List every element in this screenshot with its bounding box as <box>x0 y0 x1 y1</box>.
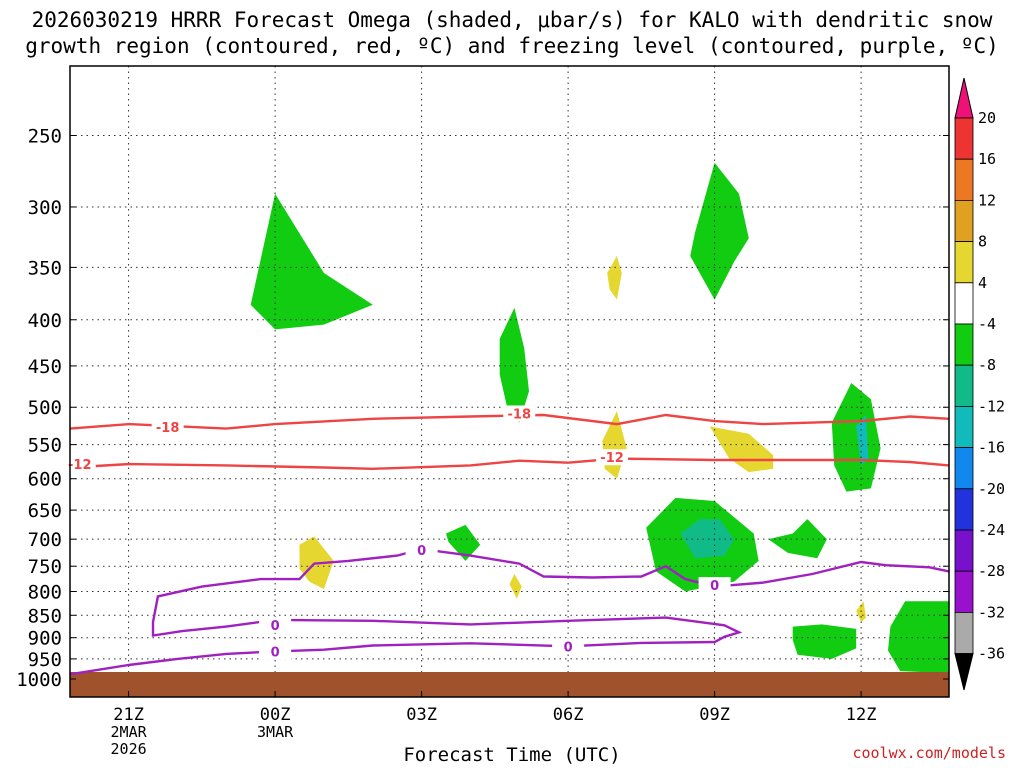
ytick-label-900: 900 <box>28 628 62 650</box>
colorbar-label-13: -36 <box>978 645 1005 663</box>
contour-label-bg--18-0 <box>151 419 184 436</box>
ytick-label-450: 450 <box>28 356 62 378</box>
colorbar-label-2: 12 <box>978 191 996 209</box>
omega-region-0 <box>250 193 373 330</box>
omega-region-14 <box>768 519 827 559</box>
ytick-label-700: 700 <box>28 529 62 551</box>
ytick-label-600: 600 <box>28 469 62 491</box>
ytick-label-300: 300 <box>28 197 62 219</box>
colorbar-label-4: 4 <box>978 274 987 292</box>
omega-region-2 <box>499 307 529 423</box>
contour-label-bg-0-2 <box>405 542 438 559</box>
ytick-label-650: 650 <box>28 500 62 522</box>
colorbar-swatch-2 <box>954 158 974 201</box>
title-line-2: growth region (contoured, red, ºC) and f… <box>25 34 999 58</box>
ground-terrain <box>70 672 949 697</box>
contour-label-bg--12-1 <box>596 449 629 466</box>
xtick-sub2-21Z: 2026 <box>111 740 147 758</box>
ytick-label-400: 400 <box>28 310 62 332</box>
xtick-label-21Z: 21Z <box>113 705 144 725</box>
colorbar-label-7: -12 <box>978 397 1005 415</box>
xtick-label-03Z: 03Z <box>406 705 437 725</box>
colorbar-swatch-8 <box>954 405 974 448</box>
omega-region-13 <box>680 519 735 559</box>
omega-region-5 <box>709 426 774 473</box>
colorbar-swatch-7 <box>954 364 974 407</box>
colorbar-label-10: -24 <box>978 521 1005 539</box>
xtick-sub1-00Z: 3MAR <box>257 723 294 741</box>
contour-label-bg--12-0 <box>63 456 96 473</box>
ytick-label-950: 950 <box>28 649 62 671</box>
contour-label-0-2: 0 <box>417 544 426 559</box>
title-line-1: 2026030219 HRRR Forecast Omega (shaded, … <box>31 8 993 32</box>
plot-frame <box>69 65 950 698</box>
omega-region-16 <box>888 601 949 674</box>
colorbar-swatch-10 <box>954 488 974 531</box>
colorbar-label-8: -16 <box>978 439 1005 457</box>
colorbar-swatch-6 <box>954 323 974 366</box>
contour-label-0-1: 0 <box>271 645 280 660</box>
omega-region-15 <box>792 624 857 659</box>
contour-label--12-1: -12 <box>600 451 624 466</box>
ytick-label-850: 850 <box>28 605 62 627</box>
ytick-label-500: 500 <box>28 397 62 419</box>
xtick-label-06Z: 06Z <box>553 705 584 725</box>
ytick-label-550: 550 <box>28 435 62 457</box>
xtick-sub1-21Z: 2MAR <box>111 723 148 741</box>
colorbar-swatch-4 <box>954 241 974 284</box>
colorbar-swatch-11 <box>954 529 974 572</box>
contour-label-0-3: 0 <box>564 640 573 655</box>
ytick-label-750: 750 <box>28 556 62 578</box>
xtick-label-09Z: 09Z <box>699 705 730 725</box>
contour-label--12-0: -12 <box>68 458 92 473</box>
colorbar-bottom-arrow <box>954 653 974 691</box>
colorbar-swatch-3 <box>954 199 974 242</box>
ytick-label-250: 250 <box>28 125 62 147</box>
colorbar-label-0: 20 <box>978 109 996 127</box>
omega-region-7 <box>509 574 522 599</box>
colorbar-label-12: -32 <box>978 603 1005 621</box>
contour--18 <box>69 413 950 430</box>
colorbar-top-arrow <box>954 77 974 119</box>
omega-region-9 <box>831 383 881 492</box>
omega-region-10 <box>856 415 869 466</box>
omega-region-11 <box>446 524 481 561</box>
omega-region-1 <box>690 162 749 300</box>
colorbar-label-3: 8 <box>978 233 987 251</box>
contour-label-bg--18-1 <box>503 405 536 422</box>
ytick-label-350: 350 <box>28 257 62 279</box>
colorbar-label-9: -20 <box>978 480 1005 498</box>
xtick-label-12Z: 12Z <box>846 705 877 725</box>
xtick-label-00Z: 00Z <box>260 705 291 725</box>
colorbar-label-11: -28 <box>978 562 1005 580</box>
contour-label-bg-0-1 <box>259 643 292 660</box>
colorbar-swatch-5 <box>954 282 974 325</box>
colorbar-label-1: 16 <box>978 150 996 168</box>
ytick-label-1000: 1000 <box>16 669 62 691</box>
contour-label-bg-0-4 <box>698 577 731 594</box>
colorbar-swatch-9 <box>954 447 974 490</box>
contour-label-0-0: 0 <box>271 619 280 634</box>
contour-label--18-0: -18 <box>156 421 180 436</box>
contour-label-0-4: 0 <box>710 579 719 594</box>
contour--12 <box>69 457 950 471</box>
colorbar-swatch-13 <box>954 612 974 655</box>
credit-text: coolwx.com/models <box>852 744 1006 762</box>
colorbar-label-6: -8 <box>978 356 996 374</box>
colorbar-label-5: -4 <box>978 315 996 333</box>
x-axis-title: Forecast Time (UTC) <box>403 744 621 766</box>
ytick-label-800: 800 <box>28 582 62 604</box>
contour-label--18-1: -18 <box>508 407 532 422</box>
colorbar-swatch-12 <box>954 570 974 613</box>
contour-label-bg-0-0 <box>259 616 292 633</box>
contour-label-bg-0-3 <box>552 638 585 655</box>
colorbar-swatch-1 <box>954 117 974 160</box>
omega-region-3 <box>607 256 622 300</box>
contour-0 <box>69 547 950 676</box>
